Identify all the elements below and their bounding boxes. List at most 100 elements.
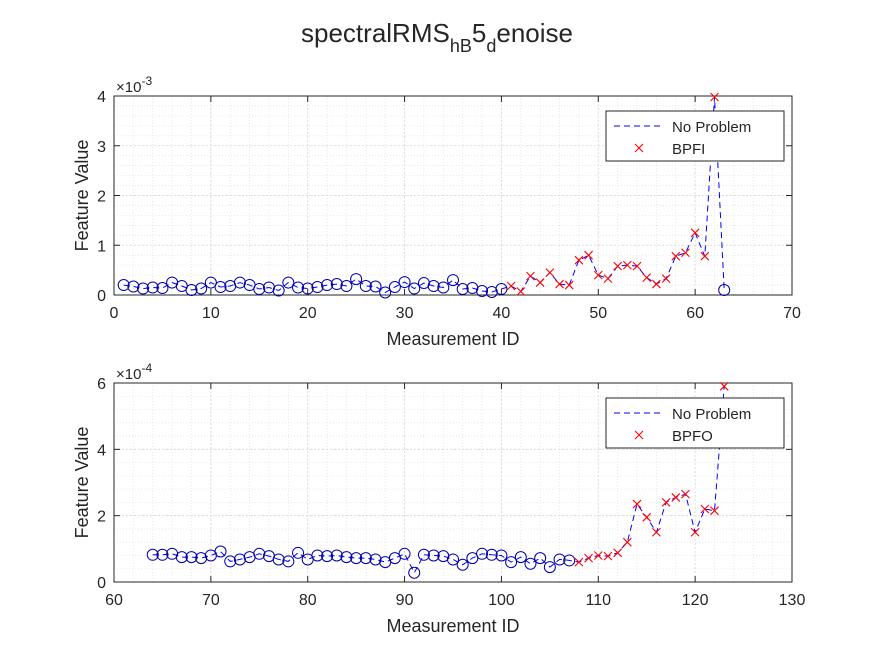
healthy-point [398,547,411,560]
healthy-point [233,276,246,289]
healthy-point [427,549,440,562]
figure-title: spectralRMShB5denoise [301,18,573,56]
healthy-point [466,552,479,565]
healthy-point [292,281,305,294]
healthy-point [408,282,421,295]
healthy-point [359,552,372,565]
fault-point [535,278,545,287]
healthy-point [437,281,450,294]
healthy-point [350,552,363,565]
fault-point [584,553,593,563]
healthy-point [359,280,372,293]
healthy-point [563,554,576,567]
fault-point [690,228,700,238]
exponent-label: ×10-3 [116,74,152,96]
healthy-point [195,282,208,295]
y-tick-label: 2 [97,189,106,206]
healthy-point [175,551,188,564]
healthy-point [292,546,305,559]
healthy-point [321,550,334,563]
fault-point [642,273,652,282]
legend-box [605,397,785,449]
healthy-point [330,278,343,291]
fault-point [632,499,642,509]
healthy-point [553,553,566,566]
legend-label-fault: BPFI [672,141,705,158]
fault-point [574,255,584,265]
healthy-point [495,283,508,296]
healthy-point [311,549,324,562]
fault-point [710,92,719,102]
healthy-point [379,286,392,299]
x-axis-label: Measurement ID [386,616,519,636]
exponent-label: ×10-4 [116,361,152,383]
exponent-power: -4 [141,361,152,375]
healthy-point [369,280,382,293]
fault-point [632,261,642,271]
exponent-base: ×10 [116,79,141,96]
healthy-point [233,553,246,566]
x-tick-label: 60 [686,305,704,322]
fault-point [661,274,671,283]
healthy-point [185,284,198,297]
healthy-point [456,558,469,571]
fault-point [671,493,681,502]
healthy-point [388,552,401,565]
healthy-point [350,273,363,286]
healthy-point [718,284,731,297]
healthy-point [214,545,227,558]
healthy-point [253,547,266,560]
healthy-point [340,551,353,564]
healthy-point [156,548,169,561]
y-tick-label: 4 [97,442,106,459]
fault-point [642,512,652,522]
healthy-point [204,276,217,289]
x-tick-label: 130 [779,592,806,609]
x-tick-label: 10 [202,305,220,322]
x-tick-label: 20 [299,305,317,322]
healthy-point [185,551,198,564]
x-tick-label: 110 [586,592,612,609]
healthy-point [417,548,430,561]
x-tick-label: 100 [488,592,515,609]
fault-point [555,279,564,289]
healthy-point [137,282,150,295]
fault-point [545,268,555,278]
top-subplot: 0 10 20 30 40 50 60 70 0 1 2 3 4 ×10-3 Measurement ID F… [72,74,801,349]
x-tick-label: 50 [589,305,607,322]
axes-box [113,382,793,583]
fault-point [574,557,584,567]
healthy-point [321,279,334,292]
x-tick-label: 80 [299,592,317,609]
healthy-point [282,276,295,289]
fault-point [681,248,690,258]
healthy-point [224,555,237,568]
fault-point [613,548,623,558]
fault-point [710,506,719,516]
legend-box [605,110,785,162]
y-axis-label: Feature Value [72,140,92,252]
healthy-point [156,282,169,295]
x-tick-label: 0 [110,305,119,322]
healthy-point [146,281,159,294]
healthy-point [195,552,208,565]
y-tick-label: 6 [97,376,106,393]
healthy-point [340,280,353,293]
healthy-point [398,276,411,289]
healthy-point [369,553,382,566]
healthy-point [505,556,518,569]
fault-point [564,280,574,290]
healthy-point [272,553,285,566]
legend-marker-swatch [634,430,644,440]
x-tick-label: 120 [682,592,709,609]
healthy-point [534,552,547,565]
healthy-point [543,561,556,574]
title-main: spectralRMS [301,18,450,48]
healthy-point [408,566,421,579]
legend-label-no-problem: No Problem [672,406,751,423]
healthy-point [311,281,324,294]
title-sub1: hB [450,36,472,56]
fault-point [516,287,526,296]
